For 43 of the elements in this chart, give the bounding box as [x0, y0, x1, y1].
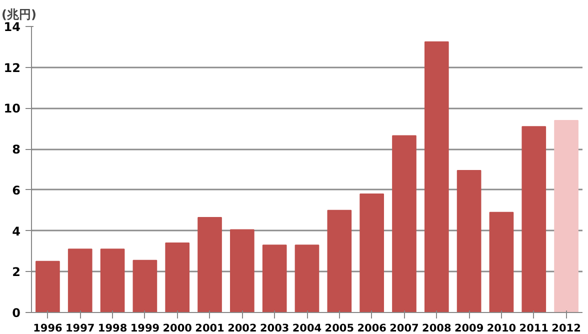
- bar: [554, 120, 578, 312]
- y-tick-label: 0: [12, 306, 21, 320]
- x-tick-label: 2005: [324, 322, 354, 334]
- x-tick-label: 2008: [422, 322, 452, 334]
- x-tick-label: 2012: [552, 322, 581, 334]
- bar: [68, 248, 92, 312]
- bar: [360, 194, 384, 312]
- bar: [198, 217, 222, 312]
- bar: [230, 229, 254, 312]
- x-tick-label: 2006: [357, 322, 386, 334]
- x-tick-label: 2010: [486, 322, 516, 334]
- y-tick-label: 8: [12, 142, 21, 157]
- y-tick-label: 12: [4, 60, 21, 75]
- y-tick-label: 14: [4, 20, 21, 34]
- x-tick-label: 2011: [519, 322, 549, 334]
- bar: [327, 210, 352, 312]
- x-tick-label: 1997: [66, 322, 95, 334]
- x-tick-label: 2007: [390, 322, 419, 334]
- bar: [456, 170, 482, 312]
- bar: [132, 260, 158, 312]
- x-tick-label: 1996: [33, 322, 62, 334]
- bar: [522, 126, 546, 312]
- bar: [100, 248, 125, 312]
- y-tick-label: 6: [12, 183, 21, 198]
- bar: [262, 244, 287, 312]
- y-tick-label: 10: [4, 102, 21, 116]
- x-tick-label: 2002: [228, 322, 257, 334]
- x-tick-label: 2000: [162, 322, 192, 334]
- x-tick-label: 2001: [195, 322, 224, 334]
- bar: [424, 41, 449, 312]
- x-tick-label: 2009: [454, 322, 484, 334]
- bar: [36, 260, 60, 312]
- bar: [392, 135, 416, 312]
- y-tick-label: 4: [12, 224, 21, 238]
- x-tick-label: 1999: [130, 322, 160, 334]
- bar: [294, 244, 320, 312]
- bar: [165, 242, 190, 312]
- y-axis-title: (兆円): [2, 8, 36, 22]
- x-tick-label: 2004: [292, 322, 322, 334]
- y-tick-label: 2: [12, 265, 21, 280]
- bar: [489, 212, 514, 312]
- x-tick-label: 1998: [98, 322, 128, 334]
- x-tick-label: 2003: [260, 322, 290, 334]
